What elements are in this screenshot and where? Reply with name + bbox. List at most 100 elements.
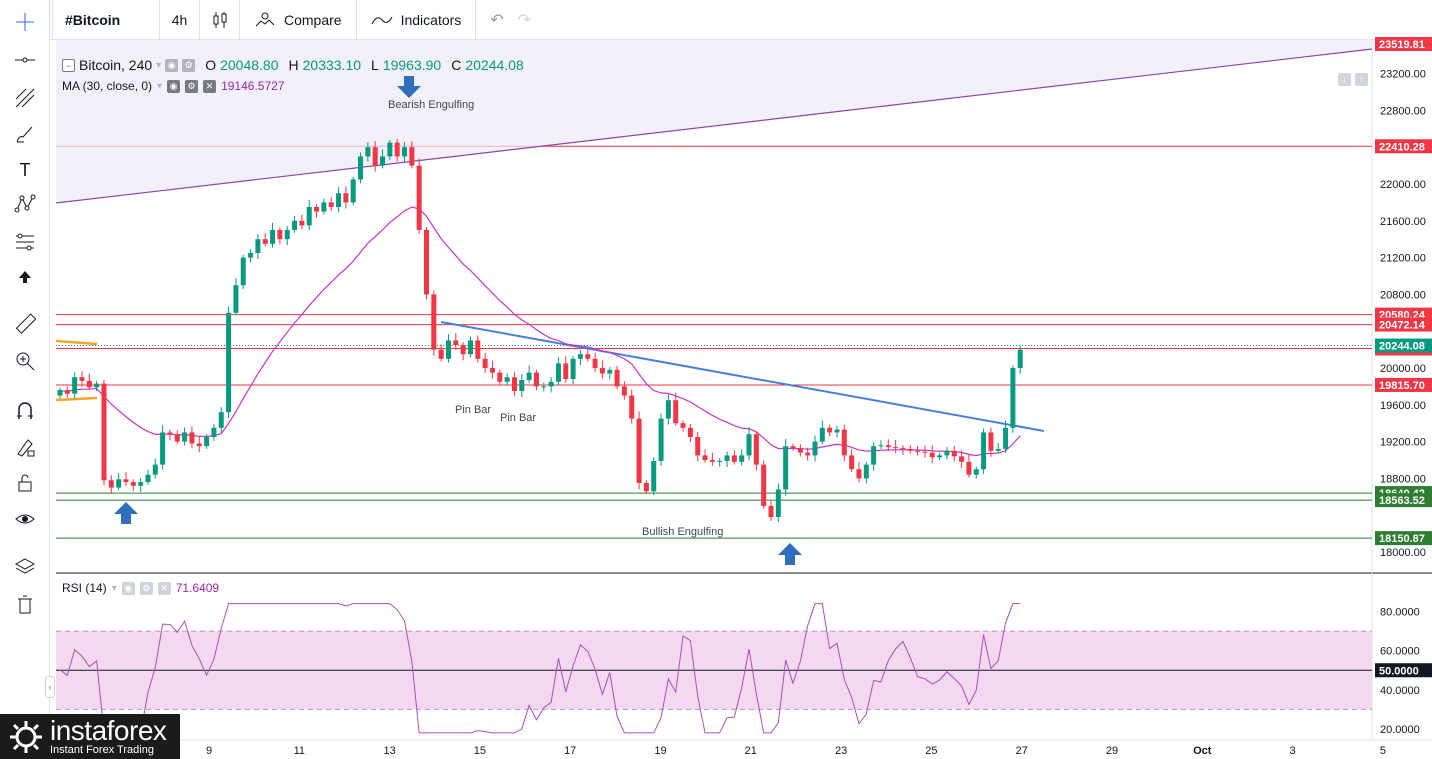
candle-down (900, 448, 906, 450)
candle-down (394, 142, 400, 157)
price-tick: 21600.00 (1380, 216, 1426, 228)
indicators-button[interactable]: Indicators (357, 0, 477, 40)
candle-down (475, 340, 481, 359)
trend-lines-icon[interactable] (9, 84, 41, 112)
high-label: H (288, 57, 299, 73)
candle-up (1017, 349, 1023, 368)
indicators-label: Indicators (400, 11, 462, 28)
redo-icon[interactable]: ↷ (517, 11, 532, 29)
collapse-handle[interactable]: ‹ (45, 676, 55, 698)
price-tick: 19600.00 (1380, 400, 1426, 412)
close-icon[interactable]: ✕ (157, 581, 171, 595)
chevron-down-icon[interactable]: ▾ (156, 59, 162, 71)
candle-up (248, 253, 254, 258)
candle-down (951, 450, 957, 457)
ma-line (59, 206, 1021, 457)
candle-up (255, 239, 261, 253)
zoom-icon[interactable] (9, 347, 41, 375)
ruler-icon[interactable] (9, 310, 41, 338)
time-tick: 9 (206, 745, 212, 757)
visibility-icon[interactable]: ◉ (121, 581, 135, 595)
candle-down (563, 363, 569, 380)
pattern-icon[interactable] (9, 190, 41, 218)
candle-down (885, 445, 891, 448)
arrow-up-icon[interactable] (9, 263, 41, 291)
compare-button[interactable]: Compare (240, 0, 357, 40)
close-icon[interactable]: ✕ (203, 79, 217, 93)
scale-buttons: ↓ ↑ (1338, 73, 1368, 86)
price-tick: 22800.00 (1380, 105, 1426, 117)
candle-up (226, 312, 232, 413)
brush-icon[interactable] (9, 120, 41, 148)
chart-type-button[interactable] (200, 0, 240, 40)
candle-up (116, 479, 122, 488)
fib-icon[interactable] (9, 228, 41, 256)
magnet-icon[interactable] (9, 396, 41, 424)
candle-up (240, 257, 246, 286)
interval-selector[interactable]: 4h (160, 0, 200, 40)
arrow-down-icon[interactable]: ↓ (1338, 73, 1351, 86)
candle-down (585, 354, 591, 359)
trash-icon[interactable] (9, 590, 41, 618)
candle-up (607, 369, 613, 374)
symbol-search[interactable]: #Bitcoin (52, 0, 160, 40)
candle-down (599, 368, 605, 374)
chevron-down-icon[interactable]: ▾ (157, 80, 163, 92)
rsi-tick: 60.0000 (1380, 646, 1420, 658)
candle-up (819, 427, 825, 442)
high-value: 20333.10 (302, 57, 362, 73)
time-tick: 29 (1106, 745, 1118, 757)
time-tick: 5 (1380, 745, 1386, 757)
collapse-icon[interactable]: − (62, 58, 75, 72)
rsi-legend[interactable]: RSI (14) ▾ ◉ ⚙ ✕ 71.6409 (62, 581, 219, 595)
text-icon[interactable]: T (19, 159, 31, 180)
candle-up (152, 464, 158, 475)
eye-icon[interactable] (9, 505, 41, 533)
candle-down (79, 377, 85, 381)
time-tick: 25 (925, 745, 937, 757)
candle-down (922, 451, 928, 453)
candle-down (629, 395, 635, 419)
rsi-tick: 40.0000 (1380, 685, 1420, 697)
lock-drawing-icon[interactable] (9, 433, 41, 461)
horizontal-line-icon[interactable] (9, 46, 41, 74)
rsi-name: RSI (14) (62, 581, 107, 595)
candle-down (511, 377, 517, 391)
settings-icon[interactable]: ⚙ (139, 581, 153, 595)
candle-down (929, 452, 935, 458)
candle-up (402, 147, 408, 157)
candle-down (643, 483, 649, 492)
visibility-icon[interactable]: ◉ (165, 58, 179, 72)
settings-icon[interactable]: ⚙ (185, 79, 199, 93)
candle-down (966, 461, 972, 475)
candle-up (321, 202, 327, 212)
candle-up (233, 285, 239, 313)
candle-up (548, 381, 554, 387)
candle-down (827, 427, 833, 433)
candle-down (893, 447, 899, 449)
undo-icon[interactable]: ↶ (490, 11, 504, 29)
visibility-icon[interactable]: ◉ (167, 79, 181, 93)
price-tick: 22000.00 (1380, 179, 1426, 191)
ma-legend[interactable]: MA (30, close, 0) ▾ ◉ ⚙ ✕ 19146.5727 (62, 79, 284, 93)
layers-icon[interactable] (9, 553, 41, 581)
rsi-mid-tag (1375, 663, 1432, 678)
candle-up (218, 412, 224, 428)
current-price-tag-label: 20244.08 (1379, 341, 1425, 353)
candle-up (211, 427, 217, 437)
candle-down (101, 383, 107, 481)
candle-down (189, 432, 195, 444)
settings-icon[interactable]: ⚙ (182, 58, 196, 72)
candle-up (270, 230, 276, 244)
candle-down (680, 423, 686, 428)
main-legend: − Bitcoin, 240 ▾ ◉ ⚙ O 20048.80 H 20333.10… (62, 57, 524, 73)
candle-up (1010, 368, 1016, 428)
candle-down (167, 432, 173, 435)
chevron-down-icon[interactable]: ▾ (111, 582, 117, 594)
crosshair-icon[interactable] (9, 8, 41, 36)
arrow-up-marker (114, 502, 138, 524)
arrow-up-icon[interactable]: ↑ (1355, 73, 1368, 86)
orange-line (55, 339, 98, 346)
lock-icon[interactable] (9, 469, 41, 497)
